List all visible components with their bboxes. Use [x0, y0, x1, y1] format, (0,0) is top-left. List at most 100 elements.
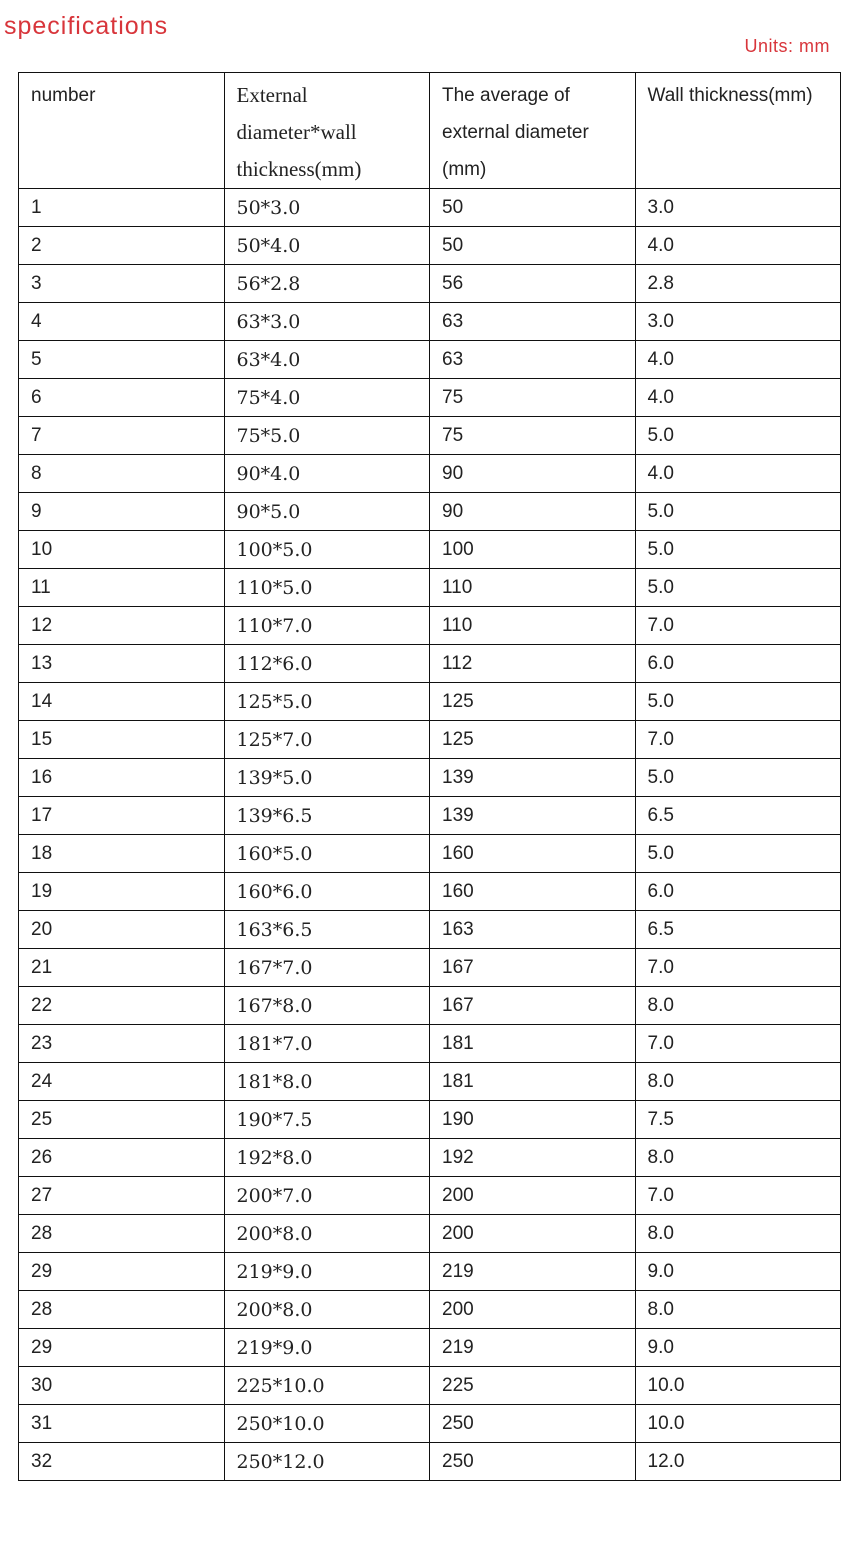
cell-average-diameter: 225 [429, 1366, 636, 1405]
cell-wall-thickness: 4.0 [634, 454, 841, 493]
cell-wall-thickness: 6.5 [634, 796, 841, 835]
cell-average-diameter: 160 [429, 834, 636, 873]
cell-wall-thickness: 12.0 [634, 1442, 841, 1481]
cell-wall-thickness: 8.0 [634, 1062, 841, 1101]
cell-spec: 250*10.0 [223, 1404, 430, 1443]
table-row: 31 250*10.0 250 10.0 [18, 1404, 841, 1443]
cell-spec: 200*8.0 [223, 1214, 430, 1253]
cell-number: 23 [18, 1024, 225, 1063]
table-row: 5 63*4.0 63 4.0 [18, 340, 841, 379]
cell-average-diameter: 167 [429, 948, 636, 987]
cell-spec: 192*8.0 [223, 1138, 430, 1177]
cell-number: 16 [18, 758, 225, 797]
cell-wall-thickness: 9.0 [634, 1328, 841, 1367]
cell-number: 11 [18, 568, 225, 607]
cell-wall-thickness: 6.0 [634, 872, 841, 911]
cell-wall-thickness: 5.0 [634, 682, 841, 721]
cell-average-diameter: 167 [429, 986, 636, 1025]
cell-wall-thickness: 7.0 [634, 720, 841, 759]
cell-spec: 181*8.0 [223, 1062, 430, 1101]
cell-average-diameter: 125 [429, 682, 636, 721]
cell-average-diameter: 219 [429, 1328, 636, 1367]
cell-number: 9 [18, 492, 225, 531]
cell-number: 5 [18, 340, 225, 379]
page-title: specifications [4, 12, 169, 40]
table-row: 22 167*8.0 167 8.0 [18, 986, 841, 1025]
table-row: 29 219*9.0 219 9.0 [18, 1252, 841, 1291]
cell-number: 13 [18, 644, 225, 683]
cell-spec: 200*7.0 [223, 1176, 430, 1215]
table-row: 25 190*7.5 190 7.5 [18, 1100, 841, 1139]
cell-number: 29 [18, 1252, 225, 1291]
table-row: 27 200*7.0 200 7.0 [18, 1176, 841, 1215]
cell-spec: 90*5.0 [223, 492, 430, 531]
cell-wall-thickness: 3.0 [634, 188, 841, 227]
cell-average-diameter: 139 [429, 796, 636, 835]
table-row: 32 250*12.0 250 12.0 [18, 1442, 841, 1481]
cell-number: 28 [18, 1214, 225, 1253]
table-row: 3 56*2.8 56 2.8 [18, 264, 841, 303]
cell-spec: 190*7.5 [223, 1100, 430, 1139]
cell-spec: 75*4.0 [223, 378, 430, 417]
table-header-row: number External diameter*wall thickness(… [18, 72, 841, 189]
cell-number: 24 [18, 1062, 225, 1101]
cell-number: 15 [18, 720, 225, 759]
cell-spec: 110*5.0 [223, 568, 430, 607]
cell-wall-thickness: 4.0 [634, 340, 841, 379]
cell-number: 2 [18, 226, 225, 265]
cell-wall-thickness: 5.0 [634, 568, 841, 607]
table-row: 30 225*10.0 225 10.0 [18, 1366, 841, 1405]
cell-number: 12 [18, 606, 225, 645]
cell-number: 27 [18, 1176, 225, 1215]
cell-average-diameter: 63 [429, 302, 636, 341]
cell-spec: 50*3.0 [223, 188, 430, 227]
cell-spec: 167*8.0 [223, 986, 430, 1025]
cell-spec: 163*6.5 [223, 910, 430, 949]
table-row: 14 125*5.0 125 5.0 [18, 682, 841, 721]
cell-spec: 110*7.0 [223, 606, 430, 645]
cell-average-diameter: 56 [429, 264, 636, 303]
cell-average-diameter: 181 [429, 1024, 636, 1063]
cell-number: 32 [18, 1442, 225, 1481]
cell-wall-thickness: 7.0 [634, 1176, 841, 1215]
cell-wall-thickness: 7.0 [634, 948, 841, 987]
cell-number: 25 [18, 1100, 225, 1139]
table-row: 7 75*5.0 75 5.0 [18, 416, 841, 455]
cell-average-diameter: 181 [429, 1062, 636, 1101]
cell-average-diameter: 200 [429, 1176, 636, 1215]
table-row: 28 200*8.0 200 8.0 [18, 1214, 841, 1253]
cell-number: 21 [18, 948, 225, 987]
cell-number: 14 [18, 682, 225, 721]
cell-wall-thickness: 8.0 [634, 986, 841, 1025]
header-number: number [18, 72, 225, 189]
cell-average-diameter: 110 [429, 568, 636, 607]
cell-average-diameter: 90 [429, 492, 636, 531]
cell-average-diameter: 190 [429, 1100, 636, 1139]
table-row: 1 50*3.0 50 3.0 [18, 188, 841, 227]
cell-average-diameter: 50 [429, 188, 636, 227]
cell-wall-thickness: 5.0 [634, 530, 841, 569]
cell-number: 20 [18, 910, 225, 949]
cell-wall-thickness: 5.0 [634, 834, 841, 873]
cell-average-diameter: 219 [429, 1252, 636, 1291]
cell-spec: 181*7.0 [223, 1024, 430, 1063]
table-row: 10 100*5.0 100 5.0 [18, 530, 841, 569]
cell-number: 22 [18, 986, 225, 1025]
cell-wall-thickness: 4.0 [634, 226, 841, 265]
cell-average-diameter: 110 [429, 606, 636, 645]
cell-spec: 200*8.0 [223, 1290, 430, 1329]
cell-wall-thickness: 8.0 [634, 1214, 841, 1253]
cell-average-diameter: 200 [429, 1214, 636, 1253]
cell-average-diameter: 100 [429, 530, 636, 569]
cell-number: 30 [18, 1366, 225, 1405]
cell-spec: 90*4.0 [223, 454, 430, 493]
cell-average-diameter: 90 [429, 454, 636, 493]
table-row: 8 90*4.0 90 4.0 [18, 454, 841, 493]
table-row: 15 125*7.0 125 7.0 [18, 720, 841, 759]
table-row: 13 112*6.0 112 6.0 [18, 644, 841, 683]
cell-number: 28 [18, 1290, 225, 1329]
cell-average-diameter: 160 [429, 872, 636, 911]
cell-number: 3 [18, 264, 225, 303]
cell-spec: 50*4.0 [223, 226, 430, 265]
header-spec: External diameter*wall thickness(mm) [223, 72, 430, 189]
